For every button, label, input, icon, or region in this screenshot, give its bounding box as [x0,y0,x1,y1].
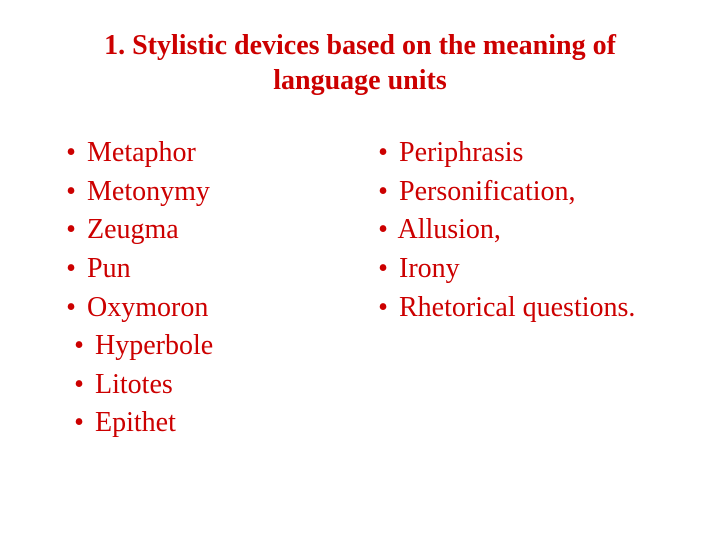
list-item-label: Rhetorical questions. [399,292,635,323]
list-item: • Oxymoron [62,289,360,328]
list-item-label: Litotes [95,369,173,400]
list-item: • Personification, [374,173,672,212]
slide-title: 1. Stylistic devices based on the meanin… [48,28,672,98]
columns: • Metaphor • Metonymy • Zeugma • Pun • O… [48,134,672,443]
right-list: • Periphrasis • Personification, • Allus… [374,134,672,327]
list-item: • Pun [62,250,360,289]
bullet-icon: • [374,134,392,173]
list-item: • Litotes [62,366,360,405]
list-item: • Zeugma [62,211,360,250]
list-item: • Irony [374,250,672,289]
list-item-label: Periphrasis [399,137,523,168]
list-item: • Metonymy [62,173,360,212]
list-item-label: Epithet [95,407,176,438]
list-item-label: Irony [399,253,460,284]
left-list: • Metaphor • Metonymy • Zeugma • Pun • O… [62,134,360,443]
bullet-icon: • [374,289,392,328]
list-item-label: Allusion, [397,214,500,245]
left-column: • Metaphor • Metonymy • Zeugma • Pun • O… [48,134,360,443]
list-item: • Epithet [62,404,360,443]
bullet-icon: • [62,134,80,173]
bullet-icon: • [62,250,80,289]
bullet-icon: • [70,327,88,366]
list-item-label: Oxymoron [87,292,208,323]
bullet-icon: • [374,211,392,250]
bullet-icon: • [374,173,392,212]
bullet-icon: • [374,250,392,289]
bullet-icon: • [62,173,80,212]
list-item-label: Pun [87,253,131,284]
bullet-icon: • [70,366,88,405]
list-item: • Periphrasis [374,134,672,173]
bullet-icon: • [70,404,88,443]
bullet-icon: • [62,289,80,328]
list-item-label: Metonymy [87,176,210,207]
slide: 1. Stylistic devices based on the meanin… [0,0,720,540]
list-item-label: Zeugma [87,214,179,245]
list-item-label: Metaphor [87,137,196,168]
bullet-icon: • [62,211,80,250]
list-item: • Allusion, [374,211,672,250]
list-item: • Hyperbole [62,327,360,366]
list-item-label: Hyperbole [95,330,213,361]
right-column: • Periphrasis • Personification, • Allus… [360,134,672,443]
list-item-label: Personification, [399,176,576,207]
list-item: • Rhetorical questions. [374,289,672,328]
list-item: • Metaphor [62,134,360,173]
